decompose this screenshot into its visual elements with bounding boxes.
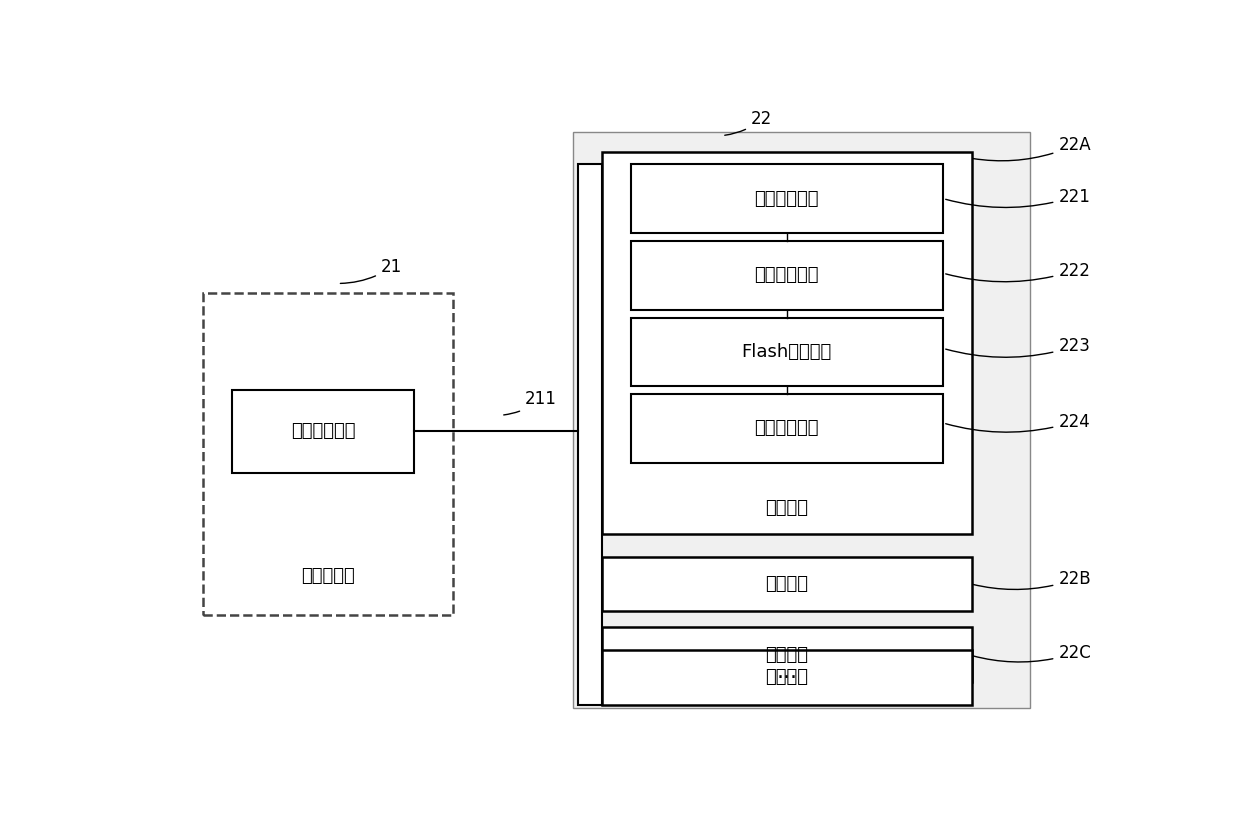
Text: Flash播放模块: Flash播放模块 — [742, 343, 832, 361]
Bar — [232, 389, 414, 473]
Bar — [601, 557, 972, 611]
Bar — [631, 164, 942, 233]
Bar — [631, 394, 942, 463]
Bar — [578, 164, 601, 705]
Text: ...: ... — [776, 662, 797, 682]
Bar — [573, 133, 1029, 708]
Text: 223: 223 — [946, 337, 1090, 357]
Bar — [601, 152, 972, 534]
Text: 播放终端: 播放终端 — [765, 645, 808, 664]
Bar — [203, 293, 453, 615]
Text: 22A: 22A — [972, 136, 1091, 161]
Bar — [601, 627, 972, 682]
Text: 播放终端: 播放终端 — [765, 668, 808, 686]
Text: 224: 224 — [946, 412, 1090, 433]
Text: 211: 211 — [503, 390, 557, 415]
Text: 播放终端: 播放终端 — [765, 575, 808, 593]
Text: 播放终端: 播放终端 — [765, 499, 808, 518]
Text: 22: 22 — [724, 110, 773, 135]
Text: 第二通讯模块: 第二通讯模块 — [755, 190, 820, 208]
Text: 221: 221 — [946, 188, 1090, 207]
Text: 网络服务器: 网络服务器 — [301, 567, 355, 585]
Text: 22C: 22C — [972, 644, 1091, 662]
Text: 第一通讯模块: 第一通讯模块 — [291, 423, 356, 440]
Text: 22B: 22B — [972, 570, 1091, 590]
Text: 定位校准模块: 定位校准模块 — [755, 419, 820, 438]
Text: 222: 222 — [946, 261, 1090, 281]
Bar — [631, 241, 942, 310]
Bar — [631, 317, 942, 387]
Bar — [601, 650, 972, 705]
Text: 21: 21 — [340, 258, 402, 283]
Text: 时间关联模块: 时间关联模块 — [755, 266, 820, 285]
